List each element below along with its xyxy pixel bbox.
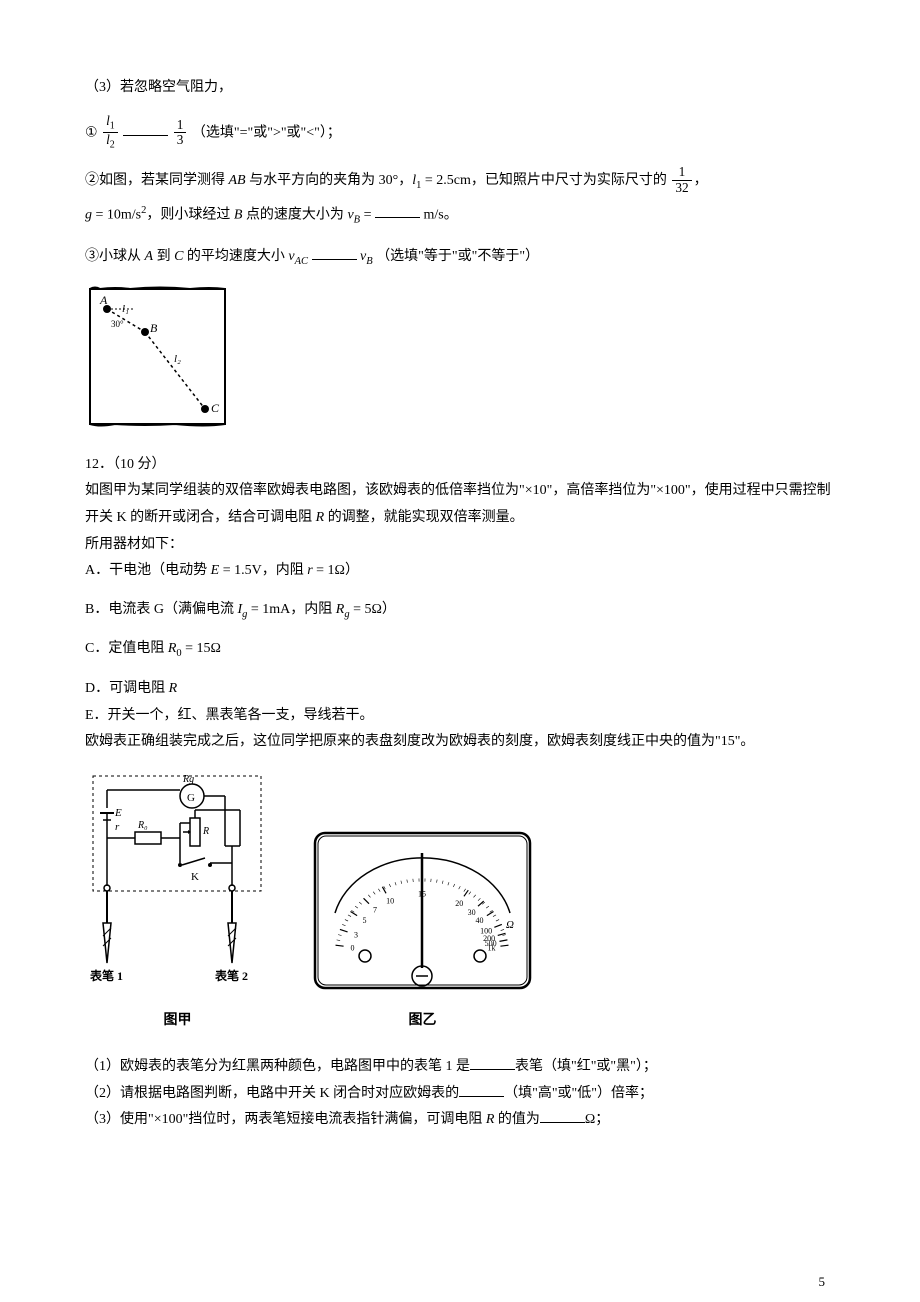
svg-text:7: 7 xyxy=(373,906,377,915)
q12-sub1: （1）欧姆表的表笔分为红黑两种颜色，电路图甲中的表笔 1 是表笔（填"红"或"黑… xyxy=(85,1054,835,1081)
eq1-frac1: l1 l2 xyxy=(103,114,118,152)
svg-text:Ω: Ω xyxy=(506,919,514,931)
q12-item-C: C．定值电阻 R0 = 15Ω xyxy=(85,636,835,664)
q12-sub3: （3）使用"×100"挡位时，两表笔短接电流表指针满偏，可调电阻 R 的值为Ω； xyxy=(85,1107,835,1134)
svg-text:C: C xyxy=(211,401,220,415)
q12-item-E: E．开关一个，红、黑表笔各一支，导线若干。 xyxy=(85,703,835,730)
svg-text:B: B xyxy=(150,321,158,335)
q12-para3: 欧姆表正确组装完成之后，这位同学把原来的表盘刻度改为欧姆表的刻度，欧姆表刻度线正… xyxy=(85,729,835,756)
q12-para1: 如图甲为某同学组装的双倍率欧姆表电路图，该欧姆表的低倍率挡位为"×10"，高倍率… xyxy=(85,478,835,531)
svg-text:l₂: l₂ xyxy=(174,353,181,365)
eq1-prefix: ① xyxy=(85,125,98,140)
fig-label-2: 图乙 xyxy=(310,1008,535,1035)
blank-q1[interactable] xyxy=(470,1056,515,1070)
q12-item-A: A．干电池（电动势 E = 1.5V，内阻 r = 1Ω） xyxy=(85,558,835,585)
line-3-intro: （3）若忽略空气阻力， xyxy=(85,75,835,102)
svg-text:E: E xyxy=(114,807,122,819)
q12-sub2: （2）请根据电路图判断，电路中开关 K 闭合时对应欧姆表的（填"高"或"低"）倍… xyxy=(85,1081,835,1108)
line-eq1: ① l1 l2 1 3 （选填"="或">"或"<"）； xyxy=(85,114,835,152)
svg-text:表笔 1: 表笔 1 xyxy=(89,968,123,983)
figure-projectile: A B l₁ 30° l₂ C xyxy=(85,284,835,440)
page-number: 5 xyxy=(819,1270,826,1295)
svg-text:Rg: Rg xyxy=(182,774,194,785)
blank-vAC[interactable] xyxy=(312,246,357,260)
svg-text:R₀: R₀ xyxy=(137,820,148,831)
line-eq2: ②如图，若某同学测得 AB 与水平方向的夹角为 30°，l1 = 2.5cm，已… xyxy=(85,164,835,233)
eq1-frac2: 1 3 xyxy=(174,118,187,148)
blank-vB[interactable] xyxy=(375,204,420,218)
figure-dial: 1k50020010040302015107530 Ω 图乙 xyxy=(310,828,535,1034)
line-eq3: ③小球从 A 到 C 的平均速度大小 vAC vB （选填"等于"或"不等于"） xyxy=(85,244,835,272)
q12-item-B: B．电流表 G（满偏电流 Ig = 1mA，内阻 Rg = 5Ω） xyxy=(85,597,835,625)
svg-text:A: A xyxy=(99,293,108,307)
q12-para2: 所用器材如下： xyxy=(85,532,835,559)
figure-circuit: E r G Rg R₀ R xyxy=(85,768,270,1034)
svg-text:G: G xyxy=(187,792,195,804)
svg-text:R: R xyxy=(202,826,209,837)
svg-text:10: 10 xyxy=(386,896,394,905)
figure-circuit-row: E r G Rg R₀ R xyxy=(85,768,835,1034)
blank-q3[interactable] xyxy=(540,1109,585,1123)
svg-text:K: K xyxy=(191,871,199,883)
svg-text:30°: 30° xyxy=(111,319,124,329)
svg-text:表笔 2: 表笔 2 xyxy=(214,968,248,983)
blank-q2[interactable] xyxy=(459,1083,504,1097)
eq1-suffix: （选填"="或">"或"<"）； xyxy=(192,125,341,140)
blank-eq1[interactable] xyxy=(123,122,168,136)
q12-title: 12．（10 分） xyxy=(85,452,835,479)
svg-text:5: 5 xyxy=(362,916,366,925)
q12-item-D: D．可调电阻 R xyxy=(85,676,835,703)
svg-text:20: 20 xyxy=(455,899,463,908)
svg-text:3: 3 xyxy=(354,931,358,940)
svg-text:40: 40 xyxy=(476,916,484,925)
fig-label-1: 图甲 xyxy=(85,1008,270,1035)
eq2-frac: 1 32 xyxy=(672,165,691,195)
svg-text:0: 0 xyxy=(350,943,354,952)
svg-text:100: 100 xyxy=(480,927,492,936)
svg-text:30: 30 xyxy=(468,908,476,917)
svg-text:r: r xyxy=(115,821,120,833)
